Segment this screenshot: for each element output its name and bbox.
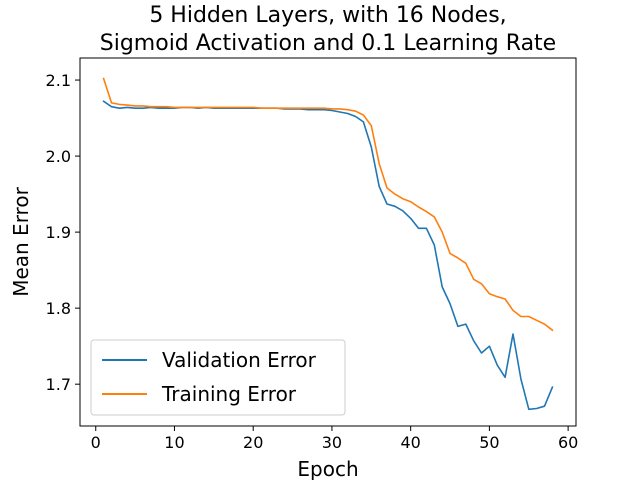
y-tick-label: 1.7 [46,375,71,394]
legend-label-training-error: Training Error [161,382,297,406]
x-tick-label: 20 [243,433,263,452]
x-tick-label: 10 [164,433,184,452]
plot-area-frame [79,57,577,427]
y-tick-label: 1.9 [46,223,71,242]
y-axis-ticks: 1.7 1.8 1.9 2.0 2.1 [46,71,80,394]
y-axis-label: Mean Error [9,186,33,296]
legend-label-validation-error: Validation Error [162,348,317,372]
chart-title-line-1: 5 Hidden Layers, with 16 Nodes, [149,3,506,28]
series-lines [102,77,554,411]
series-line-training-error [102,77,554,332]
x-axis-ticks: 0 10 20 30 40 50 60 [91,426,578,452]
legend: Validation Error Training Error [90,339,346,416]
x-tick-label: 40 [400,433,420,452]
x-axis-label: Epoch [297,457,358,480]
x-tick-label: 50 [479,433,499,452]
y-tick-label: 2.0 [46,147,71,166]
y-tick-label: 1.8 [46,299,71,318]
legend-box [90,339,346,416]
x-tick-label: 60 [558,433,578,452]
chart-title-line-2: Sigmoid Activation and 0.1 Learning Rate [100,31,556,56]
y-tick-label: 2.1 [46,71,71,90]
x-tick-label: 0 [91,433,101,452]
x-tick-label: 30 [322,433,342,452]
